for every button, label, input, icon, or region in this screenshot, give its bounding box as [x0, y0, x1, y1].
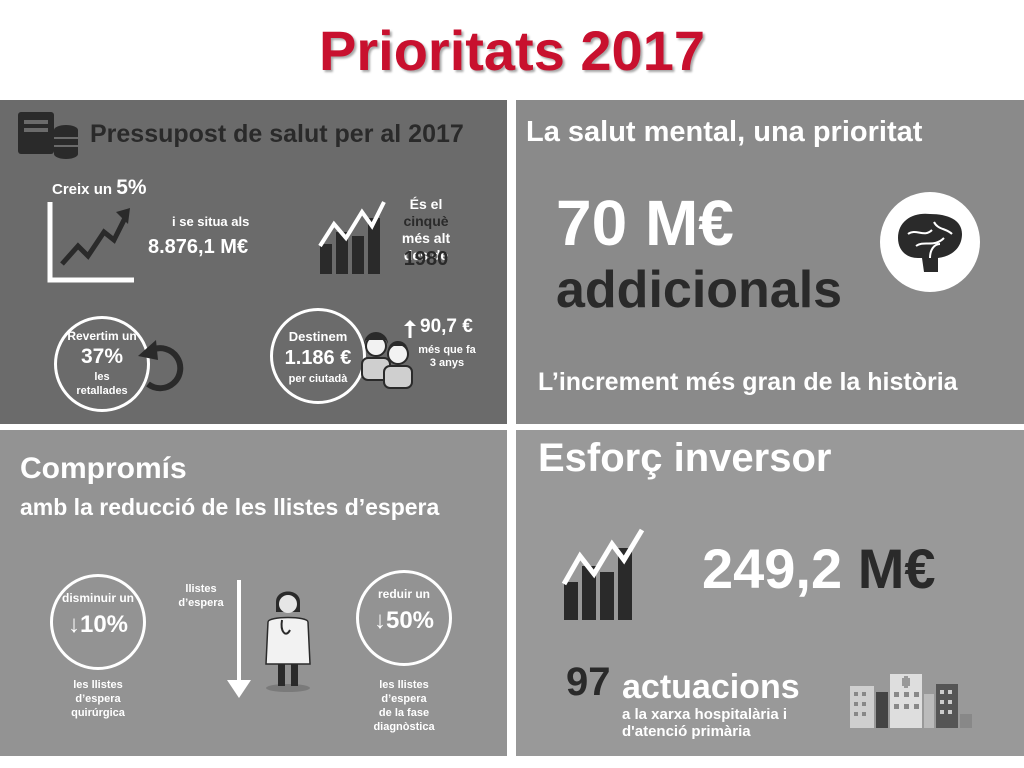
mental-footer: L’increment més gran de la història [538, 368, 958, 396]
waiting-heading: Compromís [20, 452, 187, 485]
right-label: reduir un [377, 587, 430, 601]
left-caption: les llistes d’espera quirúrgica [48, 678, 148, 720]
right-caption1: les llistes [379, 679, 429, 691]
middle-line1: llistes [185, 583, 217, 595]
growth-chart-icon [47, 202, 134, 283]
fifth-line1b: cinquè [403, 213, 449, 229]
brain-circle [880, 192, 980, 292]
undo-arrow-icon [138, 340, 184, 392]
down-arrow-icon: ↓ [373, 607, 386, 634]
right-caption2: d’espera [381, 693, 427, 705]
mental-amount: 70 M€ [556, 187, 734, 259]
amount-unit: M€ [857, 537, 936, 600]
revert-line3: retallades [76, 385, 128, 397]
grows-prefix: Creix un [52, 181, 113, 198]
destine-circle: Destinem 1.186 € per ciutadà [270, 308, 366, 404]
revert-line2: les [94, 371, 110, 383]
fifth-line1a: És el [409, 196, 443, 212]
actions-label: actuacions [622, 668, 800, 706]
actions-caption: a la xarxa hospitalària i d'atenció prim… [622, 706, 787, 740]
revert-circle: Revertim un 37% les retallades [54, 316, 150, 412]
fifth-year: 1980 [403, 248, 449, 270]
middle-label: llistes d’espera [166, 582, 236, 610]
mental-heading: La salut mental, una prioritat [526, 116, 923, 148]
amount-number: 249,2 [702, 537, 843, 600]
budget-panel: Pressupost de salut per al 2017 Creix un… [0, 100, 507, 424]
bar-chart-icon [561, 528, 645, 620]
money-stack-icon [18, 112, 78, 159]
middle-line2: d’espera [178, 597, 224, 609]
investment-heading: Esforç inversor [538, 436, 832, 480]
page-title: Prioritats 2017 [319, 19, 705, 82]
mental-additional: addicionals [556, 261, 843, 319]
hospital-buildings-icon [850, 674, 972, 728]
left-value-text: 10% [79, 611, 129, 638]
reduce-50-circle: reduir un ↓50% [356, 570, 452, 666]
grows-value: 5% [116, 176, 147, 199]
revert-line1: Revertim un [67, 329, 137, 343]
dest-line1: Destinem [288, 329, 348, 344]
increase-caption: més que fa 3 anys [412, 344, 482, 370]
revert-value: 37% [80, 345, 124, 368]
brain-icon [898, 213, 962, 272]
right-value-text: 50% [385, 607, 435, 634]
right-caption4: diagnòstica [373, 721, 435, 733]
left-label: disminuir un [62, 591, 134, 605]
mental-health-panel: La salut mental, una prioritat 70 M€ add… [516, 100, 1024, 424]
doctor-icon [265, 591, 311, 692]
left-value: ↓10% [53, 611, 143, 639]
actions-line1: a la xarxa hospitalària i [622, 706, 788, 723]
right-caption: les llistes d’espera de la fase diagnòst… [354, 678, 454, 734]
bar-chart-icon [318, 201, 386, 274]
investment-amount: 249,2 M€ [702, 536, 936, 601]
down-arrow-icon: ↓ [67, 611, 80, 638]
fifth-line2: més alt [401, 230, 451, 246]
left-caption3: quirúrgica [71, 707, 125, 719]
reduce-10-circle: disminuir un ↓10% [50, 574, 146, 670]
dest-value: 1.186 € [284, 347, 352, 369]
investment-panel: Esforç inversor 249,2 M€ 97 actuacions a… [516, 430, 1024, 756]
increase-line1: més que fa [418, 344, 476, 356]
increase-value: 90,7 € [420, 316, 473, 337]
left-caption2: d’espera [75, 693, 121, 705]
people-icon [361, 332, 413, 389]
dest-line2: per ciutadà [288, 373, 348, 385]
actions-line2: d'atenció primària [622, 723, 751, 740]
increase-line2: 3 anys [429, 357, 465, 369]
right-caption3: de la fase [378, 707, 430, 719]
situates-text: i se situa als [172, 214, 250, 229]
waiting-subheading: amb la reducció de les llistes d’espera [20, 494, 440, 520]
up-arrow-icon [404, 320, 416, 338]
fifth-highest-text: És el cinquè més alt des de [386, 196, 466, 264]
budget-total: 8.876,1 M€ [148, 236, 249, 258]
fifth-line3: des de [403, 247, 449, 263]
grows-text: Creix un 5% [52, 176, 147, 200]
down-arrow-icon [227, 580, 251, 698]
budget-heading: Pressupost de salut per al 2017 [90, 120, 464, 148]
actions-count: 97 [566, 660, 611, 704]
left-caption1: les llistes [73, 679, 123, 691]
right-value: ↓50% [359, 607, 449, 635]
waiting-lists-panel: Compromís amb la reducció de les llistes… [0, 430, 507, 756]
